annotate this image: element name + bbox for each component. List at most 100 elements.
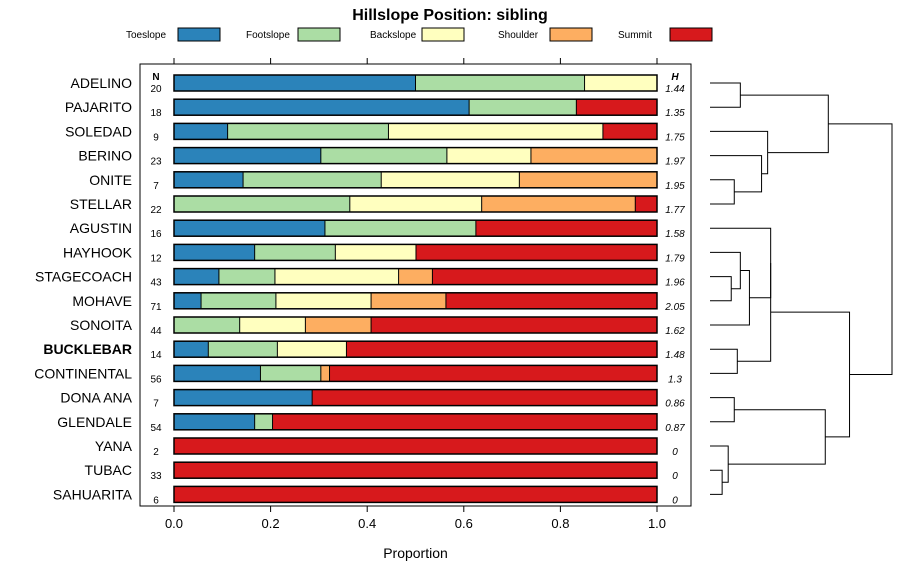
- row-label-continental: CONTINENTAL: [34, 365, 132, 381]
- bar-segment-soledad-toeslope: [174, 123, 228, 140]
- n-value-adelino: 20: [150, 84, 162, 95]
- bar-segment-hayhook-footslope: [254, 244, 336, 261]
- bar-segment-soledad-backslope: [388, 123, 603, 140]
- bar-segment-adelino-footslope: [415, 75, 585, 91]
- h-value-berino: 1.97: [665, 157, 685, 168]
- bar-segment-soledad-summit: [602, 123, 657, 140]
- bar-segment-agustin-summit: [475, 220, 657, 237]
- dendrogram-branch: [710, 469, 723, 495]
- n-value-berino: 23: [150, 157, 162, 168]
- bar-segment-bucklebar-backslope: [277, 341, 347, 358]
- n-value-yana: 2: [153, 447, 159, 458]
- h-value-yana: 0: [672, 447, 678, 458]
- row-label-agustin: AGUSTIN: [70, 220, 132, 236]
- n-value-pajarito: 18: [150, 108, 162, 119]
- n-value-dona-ana: 7: [153, 399, 159, 410]
- plot-frame: [139, 63, 692, 507]
- legend-swatch-shoulder: [549, 27, 593, 42]
- dendrogram-branch: [770, 311, 851, 438]
- bar-segment-hayhook-toeslope: [174, 244, 255, 261]
- row-label-adelino: ADELINO: [71, 75, 133, 91]
- h-value-sonoita: 1.62: [665, 326, 685, 337]
- bar-segment-stellar-shoulder: [481, 196, 636, 212]
- bar-outline-berino: [173, 146, 658, 165]
- bar-segment-yana-summit: [174, 438, 657, 454]
- n-value-sonoita: 44: [150, 326, 162, 337]
- bar-segment-sonoita-backslope: [239, 317, 306, 333]
- bar-segment-stagecoach-toeslope: [174, 268, 219, 285]
- bar-outline-pajarito: [173, 98, 658, 116]
- bar-outline-yana: [173, 437, 658, 455]
- n-value-hayhook: 12: [150, 253, 162, 264]
- bar-segment-hayhook-backslope: [335, 244, 416, 261]
- bar-segment-mohave-toeslope: [174, 292, 202, 309]
- dendrogram-branch: [710, 82, 741, 108]
- n-value-stagecoach: 43: [150, 278, 162, 289]
- bar-segment-mohave-summit: [445, 292, 657, 309]
- dendrogram-branch: [737, 262, 772, 362]
- bar-outline-hayhook: [173, 243, 658, 262]
- bar-segment-sonoita-summit: [371, 317, 657, 333]
- bar-outline-stagecoach: [173, 267, 658, 286]
- legend-swatch-footslope: [297, 27, 341, 42]
- bar-segment-tubac-summit: [174, 462, 657, 479]
- row-label-sonoita: SONOITA: [70, 317, 133, 333]
- bar-segment-bucklebar-toeslope: [174, 341, 209, 358]
- h-value-sahuarita: 0: [672, 495, 678, 506]
- dendrogram-branch: [710, 155, 763, 193]
- bar-segment-pajarito-toeslope: [174, 99, 470, 116]
- bar-segment-onite-backslope: [381, 171, 520, 188]
- bar-segment-onite-footslope: [243, 171, 382, 188]
- bar-segment-adelino-toeslope: [174, 75, 416, 91]
- h-header: H: [671, 72, 679, 83]
- n-value-glendale: 54: [150, 423, 162, 434]
- bar-segment-stagecoach-footslope: [218, 268, 275, 285]
- legend-label-shoulder: Shoulder: [498, 30, 539, 41]
- bar-segment-berino-toeslope: [174, 147, 321, 164]
- bar-segment-pajarito-footslope: [469, 99, 577, 116]
- dendrogram-branch: [710, 445, 729, 483]
- bar-outline-sonoita: [173, 316, 658, 334]
- h-value-hayhook: 1.79: [665, 253, 685, 264]
- h-value-adelino: 1.44: [665, 84, 685, 95]
- legend-label-toeslope: Toeslope: [126, 30, 166, 41]
- bar-segment-adelino-backslope: [584, 75, 657, 91]
- bar-outline-adelino: [173, 74, 658, 92]
- bar-segment-stellar-summit: [635, 196, 657, 212]
- row-label-mohave: MOHAVE: [72, 293, 132, 309]
- h-value-stagecoach: 1.96: [665, 278, 685, 289]
- row-label-hayhook: HAYHOOK: [63, 244, 133, 260]
- dendrogram-branch: [710, 179, 735, 205]
- bar-segment-glendale-toeslope: [174, 413, 255, 430]
- x-tick-label: 0.2: [262, 516, 280, 531]
- h-value-agustin: 1.58: [665, 229, 685, 240]
- legend-label-summit: Summit: [618, 30, 652, 41]
- n-value-onite: 7: [153, 181, 159, 192]
- bar-segment-berino-shoulder: [530, 147, 657, 164]
- legend-label-backslope: Backslope: [370, 30, 417, 41]
- bar-outline-stellar: [173, 195, 658, 213]
- bar-segment-bucklebar-summit: [346, 341, 657, 358]
- row-label-tubac: TUBAC: [85, 462, 132, 478]
- bar-segment-mohave-footslope: [201, 292, 276, 309]
- legend: Toeslope Footslope Backslope Shoulder Summit: [126, 27, 713, 42]
- row-label-yana: YANA: [95, 438, 133, 454]
- row-label-stellar: STELLAR: [70, 196, 132, 212]
- row-label-pajarito: PAJARITO: [65, 99, 132, 115]
- h-value-continental: 1.3: [668, 374, 682, 385]
- bar-segment-onite-shoulder: [519, 171, 658, 188]
- n-value-sahuarita: 6: [153, 495, 159, 506]
- dendrogram-branch: [710, 348, 738, 374]
- bar-outline-glendale: [173, 413, 658, 431]
- bar-segment-sonoita-shoulder: [305, 317, 372, 333]
- row-label-dona-ana: DONA ANA: [60, 390, 132, 406]
- legend-label-footslope: Footslope: [246, 30, 290, 41]
- bar-segment-sahuarita-summit: [174, 486, 657, 503]
- bar-outline-continental: [173, 364, 658, 383]
- x-tick-label: 1.0: [648, 516, 666, 531]
- bar-outline-mohave: [173, 292, 658, 310]
- dendrogram-branch: [710, 397, 735, 423]
- n-value-stellar: 22: [150, 205, 162, 216]
- h-value-onite: 1.95: [665, 181, 685, 192]
